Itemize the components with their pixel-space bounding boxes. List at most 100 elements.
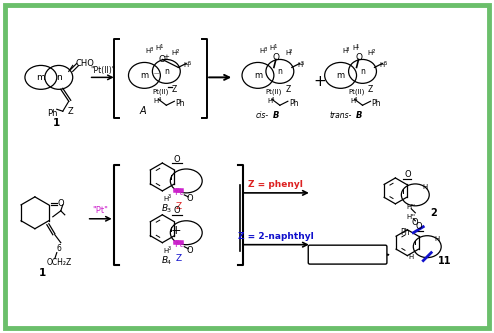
Text: O: O	[187, 246, 194, 255]
Text: 4: 4	[354, 97, 357, 102]
Text: Pt(II): Pt(II)	[348, 88, 365, 95]
Text: B: B	[355, 111, 362, 120]
Text: 2-naphthaldehyde: 2-naphthaldehyde	[315, 252, 380, 258]
Text: O: O	[159, 55, 166, 64]
Text: n: n	[278, 67, 282, 76]
Text: H: H	[146, 49, 151, 55]
Text: cis-: cis-	[255, 111, 269, 120]
Text: O: O	[57, 199, 64, 208]
Text: 3: 3	[263, 47, 267, 52]
Text: Z: Z	[175, 254, 181, 263]
Text: O: O	[412, 218, 418, 227]
Text: H'': H''	[407, 204, 416, 210]
Text: —: —	[154, 71, 159, 76]
Text: 2: 2	[175, 49, 179, 54]
Text: Ph: Ph	[289, 99, 298, 108]
Text: B: B	[161, 204, 167, 213]
Text: 1: 1	[356, 44, 359, 49]
Text: 2: 2	[289, 49, 292, 54]
Text: Pt(II): Pt(II)	[152, 88, 168, 95]
FancyBboxPatch shape	[308, 245, 387, 264]
Text: 4: 4	[158, 97, 161, 102]
Text: 4: 4	[271, 97, 275, 102]
Text: H: H	[259, 49, 265, 55]
Text: H'': H''	[407, 214, 416, 220]
Text: A: A	[139, 106, 146, 116]
Text: m: m	[254, 71, 262, 80]
Text: +: +	[164, 55, 169, 61]
Text: Ph: Ph	[175, 99, 185, 108]
Text: 5: 5	[301, 61, 304, 66]
Text: H: H	[154, 98, 159, 104]
Text: 3: 3	[166, 208, 170, 213]
Text: O: O	[272, 53, 280, 62]
Text: 3: 3	[150, 47, 153, 52]
Text: Z: Z	[68, 107, 74, 116]
Text: O: O	[174, 206, 181, 215]
Text: O: O	[416, 222, 422, 231]
Text: Z: Z	[285, 85, 290, 94]
Text: +: +	[171, 224, 182, 237]
Text: H: H	[156, 46, 161, 52]
Text: m: m	[37, 73, 45, 82]
Text: H: H	[269, 46, 275, 52]
Text: H: H	[172, 51, 177, 57]
Text: H: H	[164, 248, 169, 254]
Text: Z = 2-naphthyl: Z = 2-naphthyl	[238, 232, 314, 241]
Text: OCH₂Z: OCH₂Z	[46, 258, 72, 267]
Text: 5: 5	[384, 61, 387, 66]
Text: 11: 11	[438, 256, 452, 266]
Text: n: n	[56, 73, 62, 82]
Text: "Pt(II)": "Pt(II)"	[90, 66, 115, 75]
Text: O: O	[174, 155, 181, 164]
Text: CHO: CHO	[76, 59, 94, 68]
Text: 1: 1	[53, 118, 60, 128]
Text: +: +	[313, 74, 326, 89]
Text: Z: Z	[368, 85, 373, 94]
Text: Z: Z	[175, 202, 181, 211]
Text: 2: 2	[371, 49, 375, 54]
Text: Z = phenyl: Z = phenyl	[248, 180, 303, 189]
Text: "Pt": "Pt"	[93, 206, 109, 215]
Text: trans-: trans-	[329, 111, 352, 120]
Text: n: n	[360, 67, 365, 76]
Text: H: H	[409, 254, 414, 260]
Text: Ph: Ph	[401, 228, 410, 237]
Text: O: O	[355, 53, 362, 62]
Text: 1: 1	[273, 44, 277, 49]
Text: 5: 5	[188, 61, 191, 66]
Text: Pt: Pt	[174, 188, 183, 197]
Text: n: n	[164, 67, 169, 76]
Text: Ph: Ph	[371, 99, 381, 108]
Text: H: H	[184, 62, 189, 68]
Text: 3: 3	[168, 246, 171, 251]
Text: 1: 1	[39, 267, 46, 278]
Text: 6: 6	[56, 244, 61, 253]
Text: H: H	[297, 62, 302, 68]
Text: H: H	[368, 51, 373, 57]
Text: H: H	[267, 98, 273, 104]
Text: m: m	[336, 71, 345, 80]
Text: H: H	[164, 196, 169, 202]
Text: O: O	[187, 194, 194, 203]
Text: m: m	[140, 71, 149, 80]
Text: Z: Z	[172, 85, 177, 94]
Text: H: H	[435, 236, 440, 242]
Text: 4: 4	[166, 260, 170, 265]
Text: 2: 2	[430, 208, 437, 218]
Text: H: H	[352, 46, 357, 52]
Text: H: H	[423, 184, 428, 190]
Text: Pt: Pt	[174, 240, 183, 249]
Text: H: H	[342, 49, 347, 55]
Text: 3: 3	[346, 47, 349, 52]
Text: O: O	[404, 170, 411, 179]
Text: 3: 3	[168, 194, 171, 199]
Text: H: H	[285, 51, 290, 57]
Text: Ph: Ph	[47, 109, 58, 118]
Text: H: H	[380, 62, 385, 68]
Text: 1: 1	[160, 44, 163, 49]
Text: B: B	[273, 111, 279, 120]
Text: B: B	[161, 256, 167, 265]
Text: H: H	[350, 98, 355, 104]
Text: Pt(II): Pt(II)	[266, 88, 282, 95]
